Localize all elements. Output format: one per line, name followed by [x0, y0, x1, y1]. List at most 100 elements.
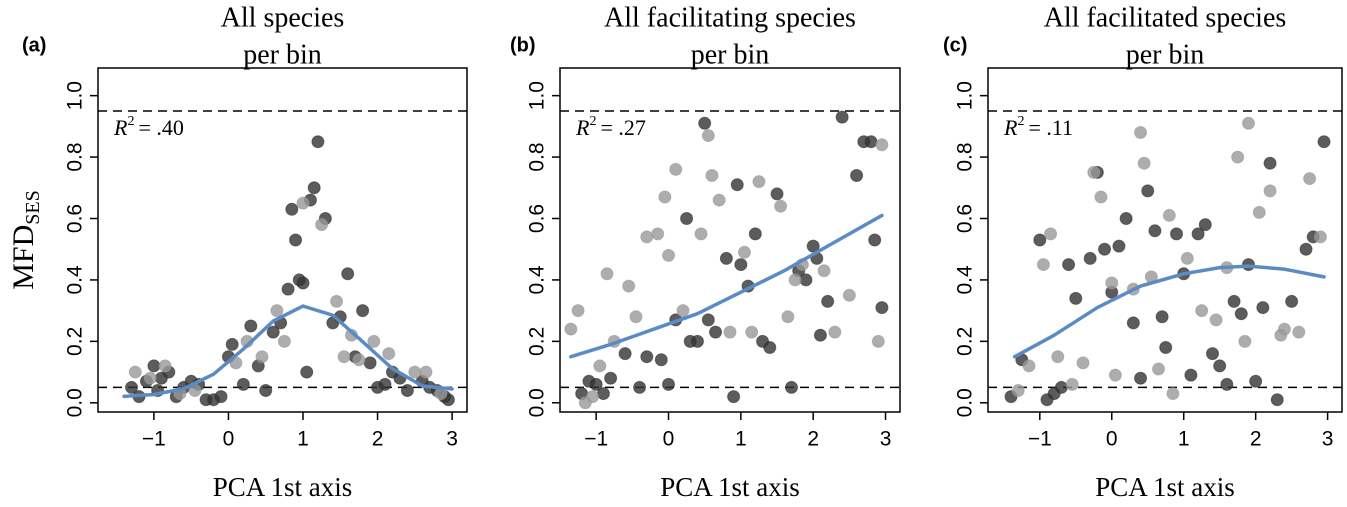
plot-frame [97, 67, 468, 413]
data-point [1195, 304, 1209, 318]
data-point [1051, 350, 1065, 364]
data-point [734, 258, 748, 272]
data-point [662, 248, 676, 262]
data-point [1220, 377, 1234, 391]
data-point [285, 202, 299, 216]
data-point [341, 267, 355, 281]
data-point [158, 359, 172, 373]
panel-label: (a) [22, 34, 46, 56]
x-tick-label: −1 [584, 428, 608, 451]
data-point [564, 322, 578, 336]
data-point [1209, 313, 1223, 327]
data-point [1087, 165, 1101, 179]
data-point [1062, 258, 1076, 272]
x-tick-label: 0 [1106, 428, 1118, 451]
data-point [1069, 291, 1083, 305]
y-tick-label: 0.0 [64, 388, 87, 417]
data-point [1152, 362, 1166, 376]
data-point [784, 380, 798, 394]
data-point [875, 301, 889, 315]
data-point [633, 380, 647, 394]
data-point [828, 325, 842, 339]
data-point [1184, 368, 1198, 382]
data-point [363, 356, 377, 370]
r-symbol: R [113, 115, 128, 140]
data-point [236, 377, 250, 391]
data-point [300, 365, 314, 379]
data-point [730, 178, 744, 192]
data-point [1263, 184, 1277, 198]
data-point [1205, 347, 1219, 361]
y-tick-label: 1.0 [954, 81, 977, 110]
data-point [352, 353, 366, 367]
data-point [618, 347, 632, 361]
x-axis-label: PCA 1st axis [1095, 472, 1235, 502]
x-axis-label: PCA 1st axis [213, 472, 353, 502]
data-point [596, 387, 610, 401]
data-point [311, 135, 325, 149]
data-point [1137, 156, 1151, 170]
x-tick-label: 1 [1178, 428, 1190, 451]
data-point [277, 334, 291, 348]
data-point [669, 162, 683, 176]
x-tick-label: 2 [807, 428, 819, 451]
data-point [701, 129, 715, 143]
data-point [748, 227, 762, 241]
y-tick-label: 0.2 [954, 327, 977, 356]
y-tick-label: 0.8 [526, 142, 549, 171]
x-axis-label: PCA 1st axis [660, 472, 800, 502]
data-point [698, 116, 712, 130]
data-point [640, 230, 654, 244]
data-point [1241, 116, 1255, 130]
data-point [788, 273, 802, 287]
data-point [307, 181, 321, 195]
data-point [143, 371, 157, 385]
plot-frame [559, 67, 901, 413]
data-point [1198, 218, 1212, 232]
data-point [214, 390, 228, 404]
data-point [1148, 224, 1162, 238]
data-point [654, 353, 668, 367]
panel: (b) All facilitating species per bin PCA 1s… [510, 2, 901, 502]
data-point [1054, 380, 1068, 394]
data-point [835, 110, 849, 124]
r-value: = .40 [138, 115, 183, 140]
y-label-sub: SES [22, 190, 44, 224]
data-point [629, 310, 643, 324]
data-point [1303, 172, 1317, 186]
x-tick-label: 1 [297, 428, 309, 451]
data-point [147, 359, 161, 373]
data-point [709, 325, 723, 339]
y-label-main: MFD [7, 225, 40, 290]
r-exponent: 2 [127, 114, 134, 129]
data-point [875, 138, 889, 152]
data-point [658, 190, 672, 204]
data-point [1270, 393, 1284, 407]
data-point [1285, 294, 1299, 308]
data-point [337, 350, 351, 364]
data-point [1191, 227, 1205, 241]
data-point [651, 227, 665, 241]
data-point [622, 279, 636, 293]
data-point [1076, 356, 1090, 370]
x-tick-label: 3 [1322, 428, 1334, 451]
data-point [723, 325, 737, 339]
panel-title: per bin [691, 39, 770, 70]
x-tick-label: 1 [735, 428, 747, 451]
data-point [868, 233, 882, 247]
data-point [1180, 251, 1194, 265]
data-point [400, 384, 414, 397]
y-axis-label: MFDSES [7, 190, 44, 290]
data-point [727, 390, 741, 404]
data-point [694, 227, 708, 241]
data-point [1108, 368, 1122, 382]
data-point [1249, 374, 1263, 388]
data-point [676, 304, 690, 318]
plot-frame [987, 67, 1343, 413]
data-point [1162, 208, 1176, 222]
data-point [1231, 150, 1245, 164]
y-tick-label: 0.8 [64, 142, 87, 171]
r-value: = .27 [600, 115, 645, 140]
x-tick-label: 3 [446, 428, 458, 451]
